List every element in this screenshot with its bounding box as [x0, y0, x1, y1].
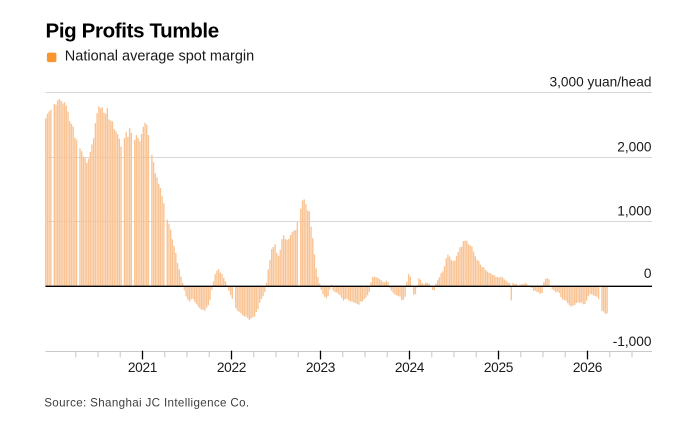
- svg-text:-1,000: -1,000: [613, 334, 652, 349]
- svg-text:0: 0: [644, 266, 652, 281]
- svg-text:3,000 yuan/head: 3,000 yuan/head: [550, 75, 652, 90]
- svg-text:1,000: 1,000: [617, 204, 652, 219]
- svg-text:2025: 2025: [484, 360, 514, 375]
- svg-text:2,000: 2,000: [617, 139, 652, 154]
- svg-text:2023: 2023: [306, 360, 336, 375]
- svg-text:2026: 2026: [573, 360, 603, 375]
- svg-text:Source: Shanghai JC Intelligen: Source: Shanghai JC Intelligence Co.: [44, 396, 249, 409]
- svg-text:Pig Profits Tumble: Pig Profits Tumble: [46, 20, 219, 43]
- svg-text:2021: 2021: [128, 360, 157, 375]
- svg-text:National average spot margin: National average spot margin: [65, 49, 254, 65]
- svg-text:2022: 2022: [217, 360, 246, 375]
- svg-text:2024: 2024: [395, 360, 425, 375]
